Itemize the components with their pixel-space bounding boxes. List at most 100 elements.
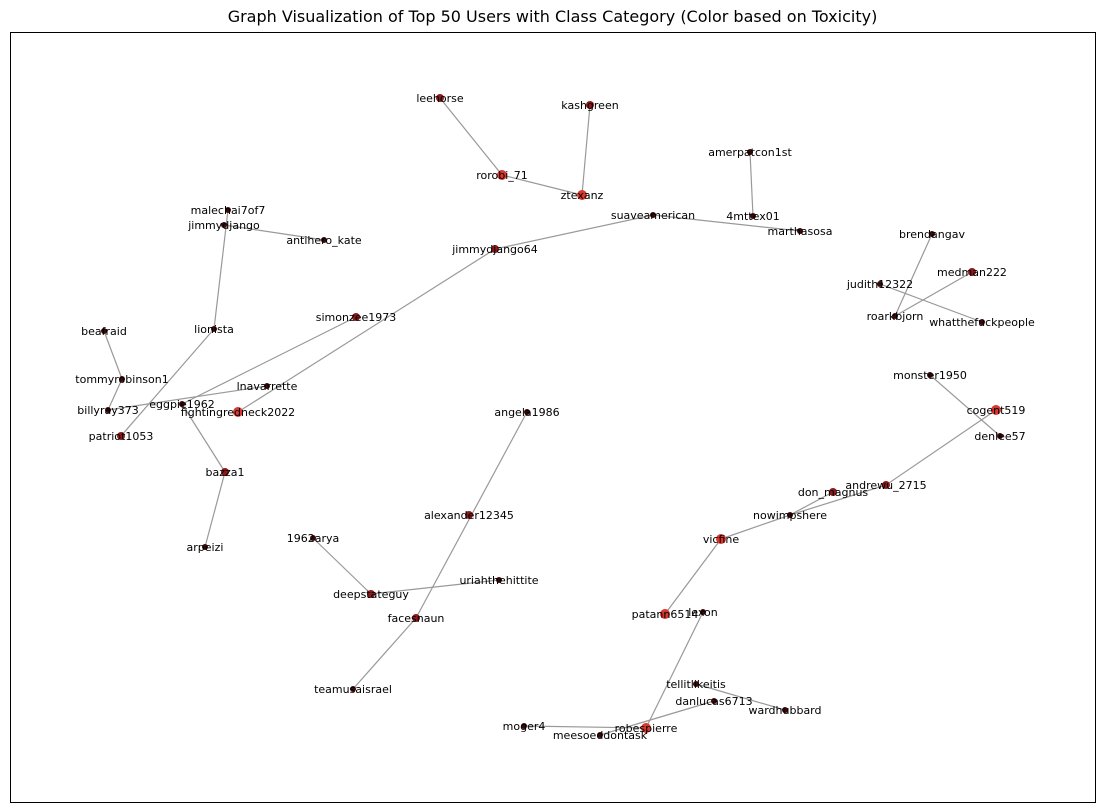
node-andrewu_2715: [882, 481, 890, 489]
node-monster1950: [927, 372, 933, 378]
node-label-lexon: lexon: [688, 606, 718, 619]
node-label-cogent519: cogent519: [967, 404, 1026, 417]
edge-amerpatcon1st-4mttex01: [749, 151, 754, 217]
node-judith12322: [877, 281, 883, 287]
node-label-vicfine: vicfine: [703, 533, 740, 546]
node-don_magnus: [829, 488, 837, 496]
node-label-angela1986: angela1986: [494, 406, 559, 419]
edge-danlucas6713-meesoeddontask: [599, 700, 715, 736]
node-nowimpshere: [787, 512, 793, 518]
node-label-beafraid: beafraid: [81, 325, 127, 338]
node-angela1986: [524, 409, 530, 415]
node-lexon: [700, 609, 706, 615]
node-label-suaveamerican: suaveamerican: [611, 209, 695, 222]
node-deepstateguy: [367, 590, 375, 598]
edge-jimmydjango64-fightingredneck2022: [237, 248, 496, 413]
edge-lexon-robespierre: [645, 611, 704, 729]
node-label-lionista: lionista: [194, 323, 234, 336]
node-label-danlucas6713: danlucas6713: [675, 695, 752, 708]
node-wardhubbard: [782, 707, 788, 713]
node-label-alexander12345: alexander12345: [424, 509, 514, 522]
edge-malechai7of7-lionista: [213, 209, 229, 330]
node-alexander12345: [465, 511, 473, 519]
node-robespierre: [641, 723, 651, 733]
node-label-billyray373: billyray373: [77, 404, 138, 417]
node-vicfine: [716, 534, 726, 544]
node-label-1962arya: 1962arya: [287, 532, 340, 545]
node-jimmydjango: [221, 222, 227, 228]
node-label-facesnaun: facesnaun: [388, 612, 445, 625]
node-label-ztexanz: ztexanz: [561, 189, 604, 202]
node-denlee57: [997, 433, 1003, 439]
node-label-andrewu_2715: andrewu_2715: [845, 479, 926, 492]
chart-title: Graph Visualization of Top 50 Users with…: [227, 7, 878, 26]
node-label-4mttex01: 4mttex01: [726, 210, 779, 223]
edge-beafraid-tommyrobinson1: [103, 330, 123, 380]
edge-vicfine-patann6514: [664, 538, 722, 615]
node-label-teamusaisrael: teamusaisrael: [314, 683, 392, 696]
node-label-roarkbjorn: roarkbjorn: [867, 310, 924, 323]
node-label-whatthefuckpeople: whatthefuckpeople: [929, 316, 1035, 329]
node-1962arya: [310, 535, 316, 541]
node-lnavarrette: [264, 383, 270, 389]
node-label-jimmydjango: jimmydjango: [187, 219, 260, 232]
edge-layer: [103, 97, 1001, 736]
node-leehorse: [436, 94, 444, 102]
node-label-patriot1053: patriot1053: [89, 430, 154, 443]
node-layer: [101, 94, 1003, 738]
edge-eggpie1962-bazza1: [181, 403, 226, 473]
node-marthasosa: [797, 228, 803, 234]
node-label-amerpatcon1st: amerpatcon1st: [708, 146, 792, 159]
edge-bazza1-arpeizi: [204, 471, 226, 548]
node-label-eggpie1962: eggpie1962: [149, 398, 215, 411]
edge-medman222-roarkbjorn: [894, 271, 973, 317]
node-eggpie1962: [179, 401, 185, 407]
node-label-rorobi_71: rorobi_71: [476, 169, 528, 182]
node-malechai7of7: [225, 207, 231, 213]
node-teamusaisrael: [350, 686, 356, 692]
node-label-kashgreen: kashgreen: [561, 99, 618, 112]
node-patann6514: [660, 609, 670, 619]
node-label-don_magnus: don_magnus: [798, 486, 869, 499]
edge-cogent519-andrewu_2715: [885, 409, 997, 486]
node-antihero_kate: [321, 237, 327, 243]
node-label-tommyrobinson1: tommyrobinson1: [75, 373, 168, 386]
edge-jimmydjango-antihero_kate: [223, 224, 325, 241]
node-label-monster1950: monster1950: [893, 369, 967, 382]
edge-judith12322-whatthefuckpeople: [879, 283, 983, 323]
node-label-fightingredneck2022: fightingredneck2022: [181, 406, 295, 419]
node-arpeizi: [202, 544, 208, 550]
node-billyray373: [105, 407, 111, 413]
node-label-simonzee1973: simonzee1973: [316, 311, 397, 324]
node-label-malechai7of7: malechai7of7: [191, 204, 266, 217]
edge-rorobi_71-ztexanz: [501, 174, 583, 196]
node-label-uriahthehittite: uriahthehittite: [459, 574, 538, 587]
edge-nowimpshere-andrewu_2715: [789, 484, 887, 516]
edge-suaveamerican-marthasosa: [652, 214, 801, 232]
edge-facesnaun-teamusaisrael: [352, 617, 417, 690]
node-label-nowimpshere: nowimpshere: [753, 509, 827, 522]
edge-moger4-robespierre: [523, 725, 647, 729]
node-label-marthasosa: marthasosa: [768, 225, 833, 238]
edge-jimmydjango64-suaveamerican: [494, 214, 654, 250]
edge-kashgreen-ztexanz: [581, 104, 591, 196]
edge-deepstateguy-uriahthehittite: [370, 579, 500, 595]
node-patriot1053: [117, 432, 125, 440]
node-uriahthehittite: [496, 577, 502, 583]
node-label-patann6514: patann6514: [632, 608, 699, 621]
node-facesnaun: [412, 614, 420, 622]
edge-lionista-patriot1053: [120, 328, 215, 437]
node-rorobi_71: [497, 170, 507, 180]
edge-brendangav-roarkbjorn: [894, 233, 933, 317]
node-danlucas6713: [711, 698, 717, 704]
node-fightingredneck2022: [233, 407, 243, 417]
edge-billyray373-lnavarrette: [107, 385, 268, 411]
node-label-arpeizi: arpeizi: [187, 541, 224, 554]
node-whatthefuckpeople: [979, 319, 985, 325]
node-medman222: [968, 268, 976, 276]
edge-don_magnus-nowimpshere: [789, 491, 834, 516]
node-label-brendangav: brendangav: [899, 228, 965, 241]
node-label-moger4: moger4: [503, 720, 546, 733]
